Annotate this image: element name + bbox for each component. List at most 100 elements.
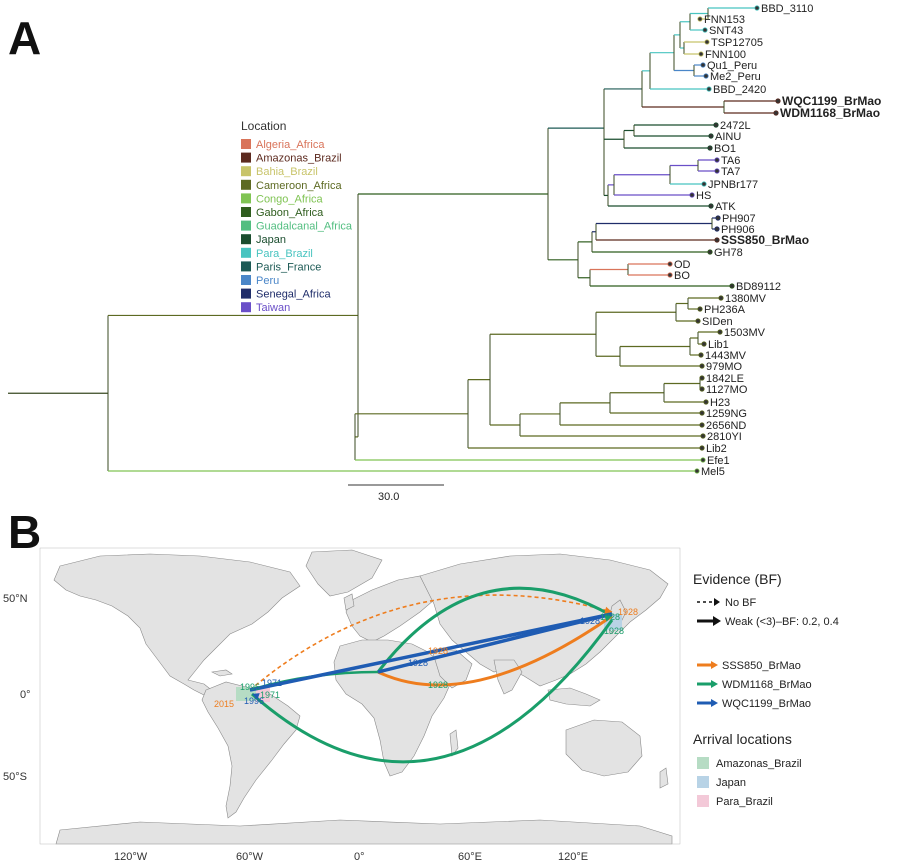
tip-label: SIDen xyxy=(702,316,733,328)
legend-swatch xyxy=(241,247,251,258)
legend-swatch xyxy=(241,152,251,163)
legend-item: Taiwan xyxy=(256,302,290,314)
tip-dot xyxy=(715,215,721,221)
arrival-legend-swatch xyxy=(697,795,709,807)
tip-label: JPNBr177 xyxy=(708,179,758,191)
tip-label: SNT43 xyxy=(709,25,743,37)
year-label: 1971 xyxy=(260,690,280,700)
year-label: 1928 xyxy=(428,646,448,656)
legend-item: Paris_France xyxy=(256,261,321,273)
tip-label: BO1 xyxy=(714,143,736,155)
year-label: 1928 xyxy=(580,616,600,626)
tip-dot xyxy=(713,122,719,128)
map-axis-labels: 50°N 0° 50°S 120°W 60°W 0° 60°E 120°E xyxy=(3,593,588,863)
tip-dot xyxy=(773,110,779,116)
legend-swatch xyxy=(241,207,251,217)
tip-dot xyxy=(698,51,704,57)
year-label: 2015 xyxy=(214,699,234,709)
legend-item: Senegal_Africa xyxy=(256,289,331,301)
year-label: 1928 xyxy=(618,607,638,617)
legend-item: Para_Brazil xyxy=(256,248,313,260)
arrival-legend: Arrival locations Amazonas_Brazil Japan Pa… xyxy=(693,731,802,808)
tip-dot xyxy=(717,329,723,335)
arrowhead-wdm1168 xyxy=(604,615,612,622)
legend-item: Guadalcanal_Africa xyxy=(256,221,353,233)
tip-label: WQC1199_BrMao xyxy=(782,94,881,108)
tip-dot xyxy=(702,27,708,33)
tip-label: ATK xyxy=(715,201,736,213)
tip-label: 1127MO xyxy=(706,384,748,396)
tip-dot xyxy=(697,16,703,22)
tip-label: 2810YI xyxy=(707,431,742,443)
lon-tick-120e: 120°E xyxy=(558,851,588,863)
legend-swatch xyxy=(241,166,251,177)
route-legend-arrowhead xyxy=(711,699,718,707)
arrival-legend-item: Para_Brazil xyxy=(716,796,773,808)
tip-dot xyxy=(703,399,709,405)
arrival-legend-swatch xyxy=(697,757,709,769)
route-legend-item: SSS850_BrMao xyxy=(722,660,801,672)
location-legend: Location Algeria_Africa Amazonas_BrazilBa… xyxy=(241,119,353,314)
tip-dot xyxy=(700,433,706,439)
legend-item: Congo_Africa xyxy=(256,193,324,205)
tip-dot xyxy=(708,203,714,209)
year-label: 1996 xyxy=(240,682,260,692)
arrival-legend-title: Arrival locations xyxy=(693,731,792,747)
tip-dot xyxy=(689,192,695,198)
panel-a-label: A xyxy=(8,12,41,64)
legend-item: Japan xyxy=(256,234,286,246)
tip-label: BD89112 xyxy=(736,281,781,293)
legend-swatch xyxy=(241,193,251,204)
tip-dot xyxy=(706,86,712,92)
tip-dot xyxy=(698,352,704,358)
tip-dot xyxy=(699,375,705,381)
legend-swatch xyxy=(241,288,251,299)
arrival-legend-swatch xyxy=(697,776,709,788)
tip-dot xyxy=(700,62,706,68)
legend-item: Cameroon_Africa xyxy=(256,180,342,192)
tip-dot xyxy=(708,133,714,139)
arrowhead-wqc1199 xyxy=(252,693,260,700)
legend-item: Bahia_Brazil xyxy=(256,166,318,178)
lon-tick-120w: 120°W xyxy=(114,851,148,863)
route-wqc1199-africa-japan xyxy=(377,612,613,674)
route-wdm1168-japan-brazil xyxy=(251,619,614,764)
tip-dot xyxy=(714,168,720,174)
arrowhead-sss850 xyxy=(604,606,612,614)
world-map xyxy=(39,547,681,845)
legend-swatch xyxy=(241,302,251,313)
scale-bar: 30.0 xyxy=(348,484,444,503)
transmission-routes xyxy=(249,586,614,764)
tip-dot xyxy=(718,295,724,301)
tip-dot xyxy=(667,272,673,278)
tip-dot xyxy=(695,318,701,324)
lat-tick-50s: 50°S xyxy=(3,771,27,783)
tip-dot xyxy=(694,468,700,474)
tip-dot xyxy=(714,237,720,243)
tip-dot xyxy=(714,157,720,163)
tree-tip-labels: BBD_3110 FNN153SNT43TSP12705FNN100Qu1_Per… xyxy=(667,3,881,478)
tip-label: BBD_2420 xyxy=(713,84,766,96)
tip-dot xyxy=(697,306,703,312)
year-label: 1928 xyxy=(428,680,448,690)
arrival-legend-item: Amazonas_Brazil xyxy=(716,758,802,770)
tip-dot xyxy=(707,249,713,255)
legend-swatch xyxy=(241,275,251,285)
legend-item: Gabon_Africa xyxy=(256,207,324,219)
legend-item: Algeria_Africa xyxy=(256,139,325,151)
year-label: 1928 xyxy=(408,658,428,668)
tip-label: Qu1_Peru xyxy=(707,60,757,72)
phylogenetic-tree xyxy=(8,7,778,472)
evidence-legend: Evidence (BF) No BF Weak (<3)–BF: 0.2, 0… xyxy=(693,571,839,628)
route-sss850-dashed xyxy=(249,594,613,691)
tip-dot xyxy=(701,181,707,187)
tip-dot xyxy=(699,445,705,451)
tip-label: Me2_Peru xyxy=(710,71,761,83)
tip-dot xyxy=(754,5,760,11)
tip-label: BO xyxy=(674,270,690,282)
tip-label: Efe1 xyxy=(707,455,730,467)
legend-item: Amazonas_Brazil xyxy=(256,153,342,165)
tip-label: TA6 xyxy=(721,155,740,167)
year-label: 1928 xyxy=(600,612,620,622)
